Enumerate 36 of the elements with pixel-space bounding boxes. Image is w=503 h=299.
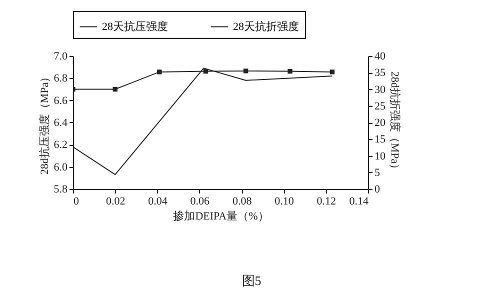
y2-tick-label: 5 [374, 166, 380, 179]
y2-tick-label: 30 [374, 84, 386, 96]
point [203, 68, 208, 74]
y-tick-label: 7.0 [54, 50, 68, 62]
point [330, 70, 335, 74]
x-tick-label: 0.14 [349, 196, 369, 208]
y2-tick-label: 35 [374, 67, 386, 80]
y-tick-label: 6.2 [54, 139, 68, 152]
y2-axis-title: 28d抗折强度（MPa） [388, 71, 402, 175]
x-tick-label: 0.08 [232, 196, 252, 208]
y2-tick-label: 15 [374, 134, 386, 146]
x-tick-label: 0 [74, 196, 80, 208]
y-tick-label: 5.8 [54, 184, 68, 196]
y2-tick-label: 20 [374, 117, 386, 129]
y2-tick-label: 0 [374, 184, 380, 196]
y-tick-label: 6.0 [54, 161, 68, 174]
x-tick-label: 0.12 [316, 196, 336, 208]
x-tick-label: 0.06 [190, 196, 210, 208]
caption: 图5 [240, 272, 262, 290]
y2-tick-label: 40 [374, 50, 386, 62]
y-tick-label: 6.8 [54, 72, 68, 85]
point [112, 86, 118, 92]
point [288, 68, 292, 74]
point [157, 70, 162, 74]
point [243, 68, 248, 74]
y-tick-label: 6.6 [54, 94, 68, 107]
x-tick-label: 0.02 [106, 196, 126, 208]
x-tick-label: 0.04 [148, 196, 168, 208]
y2-tick-label: 25 [374, 100, 386, 112]
legend-label: 28天抗压强度 [102, 20, 168, 33]
x-axis-title: 掺加DEIPA量（%） [173, 210, 269, 222]
y-axis-title: 28d抗压强度（MPa） [38, 71, 51, 175]
y-tick-label: 6.4 [54, 117, 68, 129]
legend-label: 28天抗折强度 [233, 20, 299, 33]
x-tick-label: 0.10 [274, 196, 294, 208]
y2-tick-label: 10 [374, 150, 386, 162]
